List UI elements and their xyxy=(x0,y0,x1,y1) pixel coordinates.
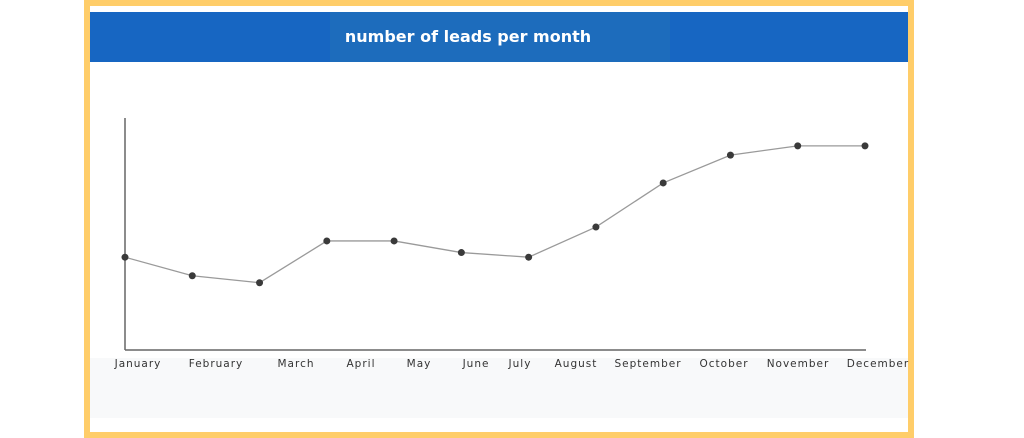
data-point-august xyxy=(592,223,600,231)
data-point-november xyxy=(794,142,802,150)
x-tick-label: November xyxy=(767,358,830,370)
data-point-october xyxy=(726,151,734,159)
x-tick-label: February xyxy=(189,358,244,370)
x-axis-band xyxy=(90,358,908,418)
data-point-january xyxy=(121,253,129,261)
x-tick-label: June xyxy=(462,358,490,370)
x-tick-label: January xyxy=(114,358,162,370)
data-point-july xyxy=(525,253,533,261)
x-tick-labels: January February March April May June July Augu… xyxy=(114,358,909,370)
data-point-december xyxy=(861,142,869,150)
chart-frame: number of leads per month xyxy=(84,0,914,438)
x-tick-label: October xyxy=(699,358,748,370)
data-point-may xyxy=(390,237,398,245)
header-highlight xyxy=(330,12,670,62)
x-tick-label: May xyxy=(407,358,432,370)
series-line xyxy=(124,145,865,284)
x-tick-label: August xyxy=(555,358,598,370)
data-point-march xyxy=(256,279,264,287)
data-point-june xyxy=(457,249,465,257)
chart-header: number of leads per month xyxy=(90,12,908,62)
x-tick-label: April xyxy=(347,358,376,370)
x-tick-label: December xyxy=(847,358,909,370)
x-tick-label: July xyxy=(508,358,532,370)
data-point-september xyxy=(659,179,667,187)
data-point-february xyxy=(188,272,196,280)
x-tick-label: September xyxy=(614,358,681,370)
chart-title: number of leads per month xyxy=(344,27,592,46)
data-point-april xyxy=(323,237,331,245)
x-tick-label: March xyxy=(277,358,314,370)
series xyxy=(121,142,869,287)
